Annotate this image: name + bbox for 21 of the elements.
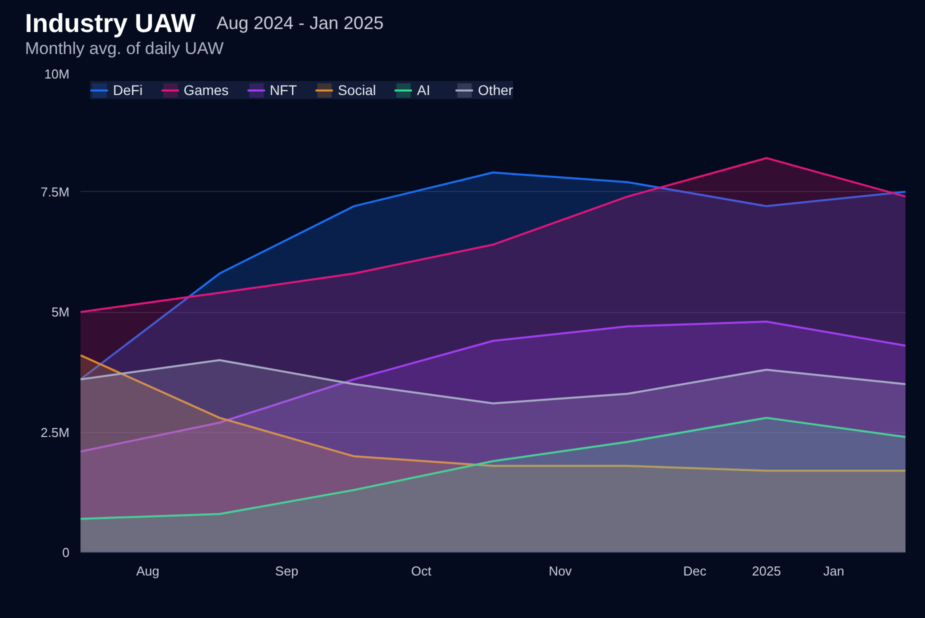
text: Aug 2024 - Jan 2025: [216, 12, 384, 35]
y-tick-label: 5M: [51, 304, 70, 320]
y-tick-label: 2.5M: [40, 425, 70, 440]
chart-title: Industry UAW: [25, 8, 196, 38]
legend-label: Social: [338, 82, 376, 98]
chart-subtitle: Monthly avg. of daily UAW: [25, 38, 224, 60]
x-tick-label: Dec: [683, 564, 707, 579]
x-tick-label: Jan: [823, 564, 844, 579]
x-tick-label: Nov: [548, 564, 572, 579]
legend-label: NFT: [270, 82, 297, 98]
x-tick-label: Aug: [136, 564, 160, 579]
x-tick-label: Oct: [411, 564, 432, 579]
legend-label: Other: [478, 82, 514, 98]
y-tick-label: 7.5M: [40, 184, 70, 200]
x-tick-label: Sep: [275, 564, 298, 579]
legend-label: AI: [417, 82, 432, 98]
legend-label: Games: [184, 82, 229, 98]
y-tick-label: 10M: [44, 66, 70, 82]
legend-label: DeFi: [113, 82, 143, 98]
x-tick-label: 2025: [752, 564, 781, 579]
y-tick-label: 0: [62, 545, 70, 560]
